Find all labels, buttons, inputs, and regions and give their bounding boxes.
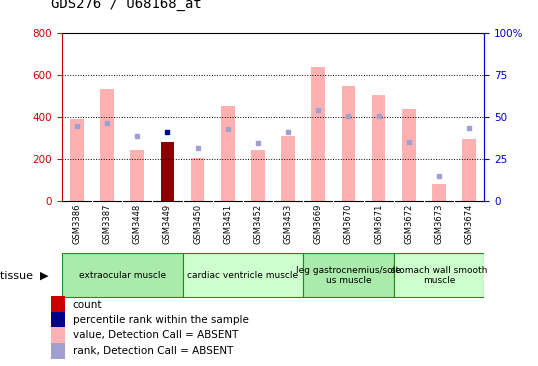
Text: count: count (73, 299, 102, 310)
Bar (100, 89, 114, 201)
Bar (394, 253, 484, 298)
Bar (191, 158, 204, 201)
Bar (62, 253, 182, 298)
Bar (462, 139, 476, 201)
Text: GSM3450: GSM3450 (193, 204, 202, 244)
Text: GDS276 / U68168_at: GDS276 / U68168_at (51, 0, 202, 11)
Bar (303, 253, 394, 298)
Text: GSM3672: GSM3672 (404, 204, 413, 244)
Text: value, Detection Call = ABSENT: value, Detection Call = ABSENT (73, 330, 238, 340)
Text: percentile rank within the sample: percentile rank within the sample (73, 315, 249, 325)
Text: leg gastrocnemius/sole
us muscle: leg gastrocnemius/sole us muscle (296, 266, 401, 285)
Text: GSM3387: GSM3387 (103, 204, 111, 244)
Bar (251, 150, 265, 201)
Text: GSM3449: GSM3449 (163, 204, 172, 244)
Text: rank, Detection Call = ABSENT: rank, Detection Call = ABSENT (73, 346, 233, 356)
Text: GSM3453: GSM3453 (284, 204, 293, 244)
Text: GSM3674: GSM3674 (465, 204, 473, 244)
Bar (70, 119, 84, 201)
Text: GSM3671: GSM3671 (374, 204, 383, 244)
Bar (432, 184, 446, 201)
Bar (221, 105, 235, 201)
Text: GSM3670: GSM3670 (344, 204, 353, 244)
Text: GSM3669: GSM3669 (314, 204, 323, 244)
Text: stomach wall smooth
muscle: stomach wall smooth muscle (391, 266, 487, 285)
Text: GSM3451: GSM3451 (223, 204, 232, 244)
Text: extraocular muscle: extraocular muscle (79, 271, 166, 280)
Bar (182, 253, 303, 298)
Text: cardiac ventricle muscle: cardiac ventricle muscle (187, 271, 299, 280)
Bar (281, 137, 295, 201)
Bar (372, 96, 385, 201)
Text: GSM3448: GSM3448 (133, 204, 142, 244)
Bar (131, 150, 144, 201)
Text: GSM3452: GSM3452 (253, 204, 263, 244)
Bar (402, 109, 415, 201)
Bar (161, 142, 174, 201)
Text: GSM3673: GSM3673 (435, 204, 443, 244)
Bar (312, 67, 325, 201)
Text: tissue  ▶: tissue ▶ (0, 270, 48, 280)
Bar (342, 86, 355, 201)
Text: GSM3386: GSM3386 (73, 204, 81, 244)
